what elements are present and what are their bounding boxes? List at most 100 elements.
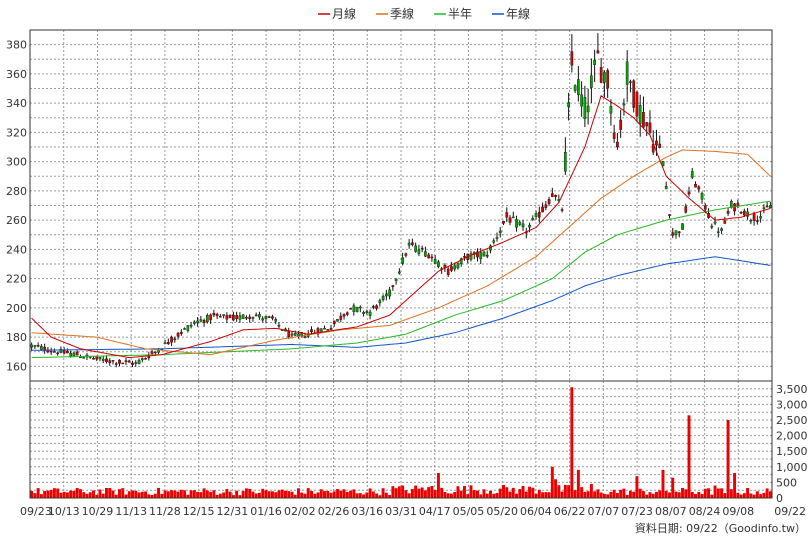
candle: [267, 315, 271, 318]
volume-bar: [729, 489, 733, 498]
candle: [166, 338, 170, 346]
candle: [690, 167, 694, 180]
volume-bar: [736, 492, 740, 498]
volume-bar: [430, 486, 434, 498]
volume-bar: [677, 492, 681, 498]
candle: [642, 96, 645, 130]
volume-bar: [261, 488, 265, 498]
candle: [407, 239, 411, 249]
x-tick-label: 05/05: [453, 505, 485, 518]
candle: [49, 347, 53, 355]
candle: [401, 252, 404, 266]
volume-bar: [277, 490, 281, 498]
volume-bar: [661, 469, 665, 498]
volume-bar: [508, 491, 512, 498]
volume-bar: [244, 488, 248, 498]
candle: [697, 185, 701, 193]
candle: [749, 218, 753, 225]
volume-bar: [46, 490, 50, 498]
candle: [508, 215, 512, 226]
candle: [742, 208, 746, 218]
candle: [365, 309, 369, 315]
volume-bar: [703, 488, 707, 498]
candle: [222, 314, 225, 319]
volume-bar: [547, 492, 551, 498]
volume-bar: [391, 486, 395, 498]
price-tick-label: 180: [6, 331, 27, 344]
volume-bar: [443, 492, 447, 498]
x-tick-label: 02/26: [318, 505, 350, 518]
volume-bar: [323, 491, 326, 498]
volume-bar: [498, 488, 502, 498]
legend-label: 季線: [390, 6, 414, 21]
candle: [446, 266, 450, 277]
volume-bar: [436, 473, 440, 498]
volume-bar: [147, 494, 151, 498]
candle: [98, 356, 102, 362]
x-tick-label: 07/07: [588, 505, 620, 518]
candle: [235, 311, 238, 322]
candle: [352, 303, 356, 316]
volume-bar: [681, 488, 684, 498]
x-tick-label: 01/16: [250, 505, 282, 518]
volume-bar: [218, 493, 222, 498]
volume-bar: [446, 493, 450, 498]
volume-bar: [65, 492, 69, 498]
volume-bar: [388, 495, 392, 498]
volume-bar: [648, 492, 652, 498]
candle: [56, 351, 60, 356]
volume-bar: [284, 490, 287, 498]
volume-bar: [596, 489, 600, 498]
volume-bar: [62, 491, 66, 498]
volume-bar: [306, 488, 310, 498]
volume-bar: [417, 488, 421, 498]
volume-bar: [459, 490, 463, 498]
x-tick-label: 08/24: [689, 505, 721, 518]
volume-bar: [489, 490, 492, 498]
volume-bar: [316, 492, 320, 498]
candle: [193, 320, 196, 326]
volume-bar: [56, 488, 60, 498]
candle: [596, 33, 600, 54]
volume-bar: [150, 494, 154, 498]
candle: [404, 252, 408, 258]
volume-bar: [615, 493, 619, 498]
volume-bar: [622, 488, 626, 498]
volume-bar: [39, 494, 43, 498]
candle: [326, 329, 330, 331]
volume-bar: [495, 493, 499, 498]
candle: [183, 327, 186, 330]
volume-tick-label: 500: [776, 476, 797, 489]
candle: [124, 357, 128, 366]
volume-bar: [114, 494, 118, 498]
candle: [606, 68, 609, 98]
candle: [245, 315, 248, 321]
candle: [603, 70, 606, 98]
candle: [677, 231, 681, 238]
ma-month-line: [31, 95, 771, 359]
volume-bar: [69, 490, 73, 498]
candle: [586, 88, 590, 125]
candle: [726, 207, 730, 216]
volume-bar: [684, 489, 688, 498]
volume-tick-label: 0: [776, 492, 783, 505]
volume-bar: [82, 492, 86, 498]
price-tick-label: 200: [6, 302, 27, 315]
volume-series: [30, 387, 772, 498]
candle: [612, 124, 616, 143]
candle: [411, 238, 414, 247]
volume-tick-label: 1,000: [776, 461, 808, 474]
volume-bar: [511, 487, 515, 498]
candle: [319, 328, 323, 332]
volume-bar: [235, 490, 239, 498]
candle: [179, 329, 183, 336]
volume-bar: [449, 493, 453, 498]
candle: [521, 219, 525, 231]
volume-bar: [358, 493, 362, 498]
candle: [375, 304, 378, 311]
candle: [547, 196, 551, 206]
volume-bar: [274, 492, 278, 498]
volume-bar: [222, 492, 226, 498]
candle: [137, 358, 141, 365]
